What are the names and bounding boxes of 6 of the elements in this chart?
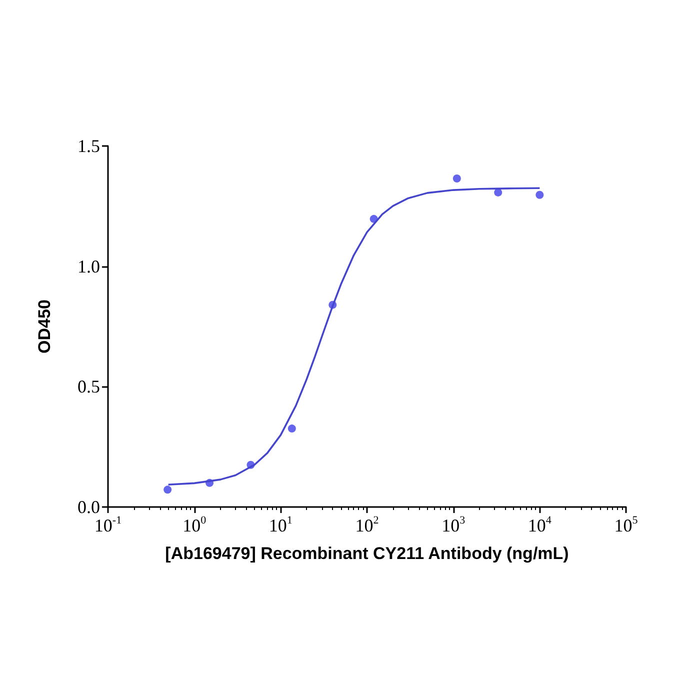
y-tick-label: 0.5 <box>78 376 100 397</box>
y-tick-label: 0.0 <box>78 497 100 517</box>
y-tick-label: 1.0 <box>78 256 100 276</box>
y-tick-label: 1.5 <box>78 136 100 156</box>
y-axis-title: OD450 <box>35 300 54 354</box>
x-axis-title: [Ab169479] Recombinant CY211 Antibody (ng/mL) <box>165 544 569 563</box>
